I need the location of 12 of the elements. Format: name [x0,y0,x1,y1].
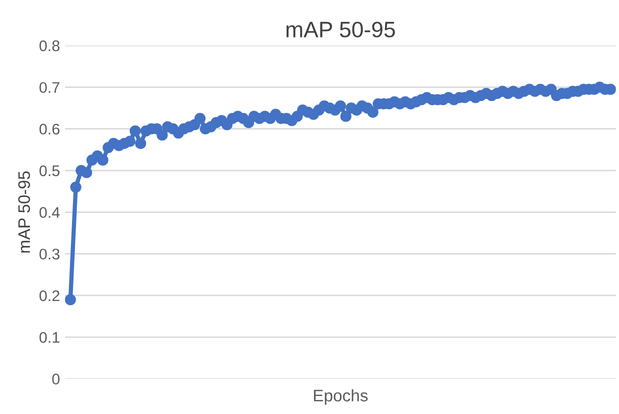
y-tick-label: 0.1 [39,332,60,343]
y-tick-label: 0.4 [39,207,60,218]
y-tick-label: 0 [52,374,60,384]
y-tick-label: 0.7 [39,82,60,93]
y-tick-label: 0.6 [39,124,60,135]
x-axis-title: Epochs [314,389,368,405]
y-tick-label: 0.3 [39,248,60,260]
chart-title: mAP 50-95 [286,22,395,38]
y-tick-label: 0.2 [39,290,60,302]
y-tick-label: 0.5 [39,165,60,176]
y-axis-title: mAP 50-95 [18,171,30,253]
y-tick-label: 0.8 [39,40,60,52]
